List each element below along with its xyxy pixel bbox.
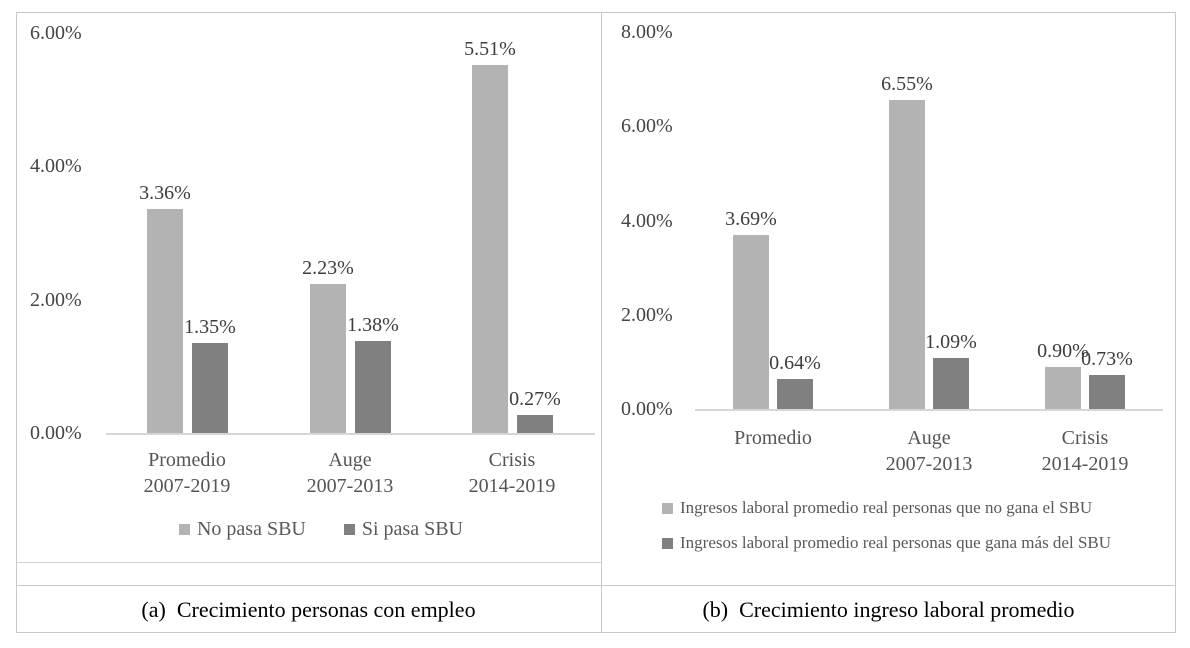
bar xyxy=(192,343,228,433)
chart-panel-a: 0.00% 2.00% 4.00% 6.00% 3.36% 1.35% Promedio 20… xyxy=(17,12,601,563)
y-tick-label: 0.00% xyxy=(30,422,82,444)
bar xyxy=(147,209,183,433)
category-label-line: Auge xyxy=(907,427,951,449)
bar xyxy=(1089,375,1125,409)
y-tick-label: 2.00% xyxy=(621,303,673,326)
category-label-line: Crisis xyxy=(488,449,536,471)
bar-value-label: 2.23% xyxy=(302,257,354,279)
bar xyxy=(777,379,813,409)
x-axis-line xyxy=(106,433,595,435)
category-label: Auge 2007-2013 xyxy=(886,425,973,477)
category-label: Auge 2007-2013 xyxy=(307,447,394,499)
bar-value-label: 1.38% xyxy=(347,314,399,336)
legend: No pasa SBU Si pasa SBU xyxy=(17,518,601,541)
bar-value-label: 0.90% xyxy=(1037,340,1089,362)
legend-item: Ingresos laboral promedio real personas … xyxy=(662,533,1111,553)
bar-value-label: 0.27% xyxy=(509,388,561,410)
y-tick-label: 6.00% xyxy=(30,21,82,44)
panel-divider xyxy=(601,12,602,632)
y-tick-label: 4.00% xyxy=(30,155,82,177)
category-label: Crisis 2014-2019 xyxy=(1042,425,1129,477)
bar-value-label: 1.09% xyxy=(925,331,977,353)
legend-label: Ingresos laboral promedio real personas … xyxy=(680,533,1112,552)
category-label-line: 2007-2019 xyxy=(143,475,231,497)
bar xyxy=(733,235,769,409)
y-tick-label: 2.00% xyxy=(30,288,82,311)
category-label-line: Promedio xyxy=(734,427,812,449)
legend-swatch xyxy=(343,524,355,535)
category-label-line: 2014-2019 xyxy=(468,475,556,497)
bar xyxy=(889,100,925,409)
caption-a: (a) Crecimiento personas con empleo xyxy=(141,596,476,622)
bar xyxy=(933,358,969,409)
legend-item: Ingresos laboral promedio real personas … xyxy=(662,498,1092,518)
category-label-line: 2014-2019 xyxy=(1041,453,1129,475)
y-tick-label: 0.00% xyxy=(621,398,673,420)
legend-swatch xyxy=(178,524,190,535)
category-label-line: Auge xyxy=(328,449,372,471)
legend-item: No pasa SBU xyxy=(178,518,306,541)
legend-swatch xyxy=(662,537,673,549)
category-label-line: Crisis xyxy=(1061,427,1109,449)
x-axis-line xyxy=(695,409,1163,411)
caption-b: (b) Crecimiento ingreso laboral promedio xyxy=(702,596,1075,622)
category-label: Crisis 2014-2019 xyxy=(469,447,556,499)
legend-label: Ingresos laboral promedio real personas … xyxy=(680,498,1093,517)
bar xyxy=(517,415,553,433)
figure-border xyxy=(16,12,1176,633)
category-label: Promedio xyxy=(734,425,812,451)
category-label-line: 2007-2013 xyxy=(885,453,973,475)
bar-value-label: 3.69% xyxy=(725,208,777,230)
legend-label: No pasa SBU xyxy=(196,518,306,540)
category-label-line: Promedio xyxy=(148,449,226,471)
bar xyxy=(355,341,391,433)
bar-value-label: 0.64% xyxy=(769,352,821,374)
chart-panel-b: 0.00% 2.00% 4.00% 6.00% 8.00% 3.69% 0.64% Prome… xyxy=(602,12,1176,585)
legend-label: Si pasa SBU xyxy=(361,518,463,540)
bar-value-label: 5.51% xyxy=(464,38,516,60)
bar-value-label: 0.73% xyxy=(1081,348,1133,370)
bar xyxy=(310,284,346,433)
y-tick-label: 4.00% xyxy=(621,209,673,232)
y-tick-label: 6.00% xyxy=(621,115,673,138)
bar xyxy=(472,65,508,433)
bar-value-label: 3.36% xyxy=(139,182,191,204)
y-tick-label: 8.00% xyxy=(621,21,673,43)
bar-value-label: 6.55% xyxy=(881,73,933,95)
bar xyxy=(1045,367,1081,409)
bar-value-label: 1.35% xyxy=(184,316,236,338)
legend-swatch xyxy=(662,502,673,514)
caption-row: (a) Crecimiento personas con empleo (b) … xyxy=(16,585,1176,633)
legend-item: Si pasa SBU xyxy=(343,518,463,541)
category-label-line: 2007-2013 xyxy=(306,475,394,497)
category-label: Promedio 2007-2019 xyxy=(144,447,231,499)
